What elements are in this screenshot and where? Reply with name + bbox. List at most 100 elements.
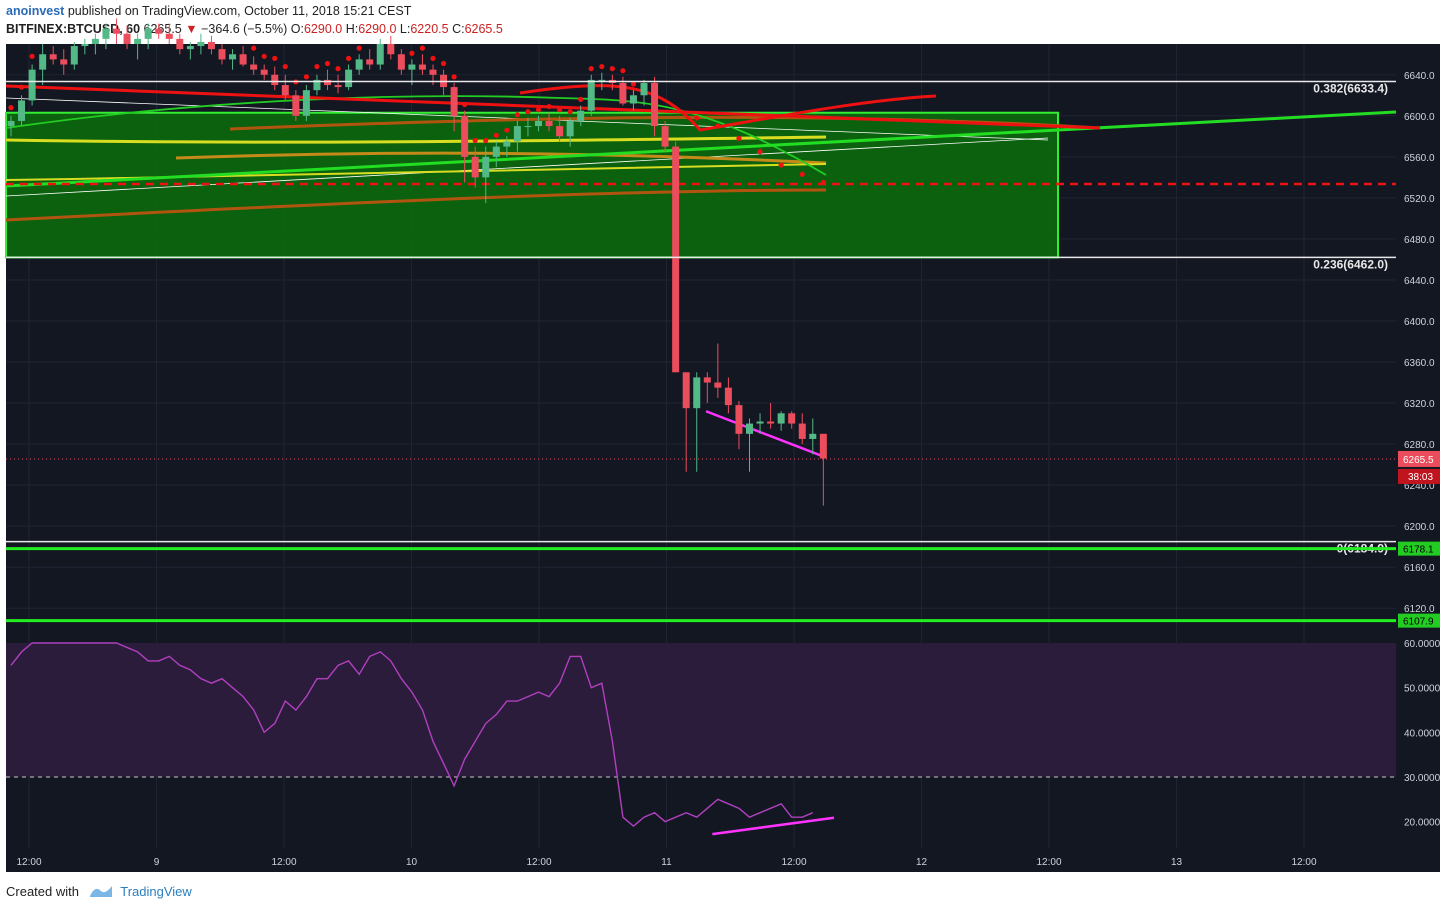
sar-dot xyxy=(504,127,510,133)
sar-dot xyxy=(694,115,700,121)
sar-dot xyxy=(409,50,415,56)
ema-200-line xyxy=(5,188,827,222)
tradingview-link[interactable]: TradingView xyxy=(120,884,192,899)
triangle-lower-line xyxy=(5,137,1049,197)
sma-line xyxy=(5,135,827,144)
candle-body xyxy=(577,110,585,121)
candle-body xyxy=(598,79,606,81)
sar-dot xyxy=(588,66,594,72)
candle-body xyxy=(81,44,89,47)
sar-dot xyxy=(451,74,457,80)
sar-dot xyxy=(609,66,615,72)
price-change: −364.6 (−5.5%) xyxy=(201,22,288,36)
sar-dot xyxy=(29,53,35,59)
candle-body xyxy=(746,423,753,434)
sar-dot xyxy=(261,53,267,59)
time-tick-label: 12:00 xyxy=(1036,857,1061,868)
last-price: 6265.5 xyxy=(143,22,182,36)
last-price-tag-label: 6265.5 xyxy=(1403,455,1434,466)
close-value: 6265.5 xyxy=(464,22,503,36)
candle-body xyxy=(281,85,289,96)
candle-body xyxy=(292,95,300,116)
candle-body xyxy=(271,74,279,86)
price-tick-label: 6520.0 xyxy=(1404,194,1435,205)
candles xyxy=(7,18,827,506)
price-tick-label: 6400.0 xyxy=(1404,317,1435,328)
sar-dot xyxy=(303,74,309,80)
candle-body xyxy=(724,387,732,406)
time-axis-background xyxy=(6,848,1440,872)
candle-body xyxy=(429,69,437,75)
candle-body xyxy=(366,59,374,65)
candle-body xyxy=(703,377,711,383)
candle-body xyxy=(376,44,384,65)
time-tick-label: 12:00 xyxy=(16,857,41,868)
candle-body xyxy=(714,382,722,388)
candle-body xyxy=(345,69,353,88)
candle-body xyxy=(461,115,469,157)
sar-dot xyxy=(567,109,573,115)
sar-dot xyxy=(599,63,605,70)
candle-body xyxy=(767,421,775,424)
fib-level-label: 0.236(6462.0) xyxy=(1313,257,1388,271)
candle-body xyxy=(250,64,258,70)
candle-body xyxy=(682,372,690,409)
sar-dot xyxy=(8,105,14,111)
candle-body xyxy=(513,126,521,142)
ema-50-line xyxy=(175,151,827,165)
publish-header: anoinvest published on TradingView.com, … xyxy=(6,4,411,18)
candle-body xyxy=(197,41,205,47)
sar-dot xyxy=(419,45,426,51)
price-tick-label: 6120.0 xyxy=(1404,604,1435,615)
close-label: C: xyxy=(452,22,465,36)
rsi-tick-label: 30.0000 xyxy=(1404,773,1441,784)
sar-dot xyxy=(630,81,637,87)
time-axis[interactable]: 12:00 9 12:00 10 12:00 11 12:00 12 12:00 13 12:00 xyxy=(16,857,1316,868)
sar-dot xyxy=(314,63,320,70)
candle-body xyxy=(545,120,553,127)
high-value: 6290.0 xyxy=(358,22,397,36)
candle-body xyxy=(556,126,564,137)
price-divergence-line xyxy=(705,410,827,459)
candle-body xyxy=(788,413,796,424)
sar-dot xyxy=(493,132,499,138)
candle-body xyxy=(482,156,490,178)
candle-body xyxy=(229,54,237,60)
last-price-tag xyxy=(1398,450,1440,467)
candle-body xyxy=(629,95,637,104)
low-label: L: xyxy=(399,22,411,36)
sar-dot xyxy=(483,137,489,144)
price-tick-label: 6480.0 xyxy=(1404,235,1435,246)
candle-body xyxy=(70,46,78,65)
candle-body xyxy=(651,82,659,127)
countdown-tag xyxy=(1398,468,1440,484)
sar-dot xyxy=(715,123,721,129)
ascending-trendline xyxy=(5,110,1397,188)
rsi-tick-label: 60.0000 xyxy=(1404,639,1441,650)
sar-dot xyxy=(820,179,826,186)
open-label: O: xyxy=(290,22,304,36)
candle-body xyxy=(756,421,764,424)
candle-body xyxy=(302,90,310,116)
candle-body xyxy=(397,54,405,70)
candle-body xyxy=(587,79,595,111)
candle-body xyxy=(640,82,648,96)
candle-body xyxy=(313,79,321,91)
author-name[interactable]: anoinvest xyxy=(6,4,65,18)
candle-body xyxy=(672,146,680,373)
sar-dot xyxy=(346,55,352,61)
time-tick-label: 12:00 xyxy=(271,857,296,868)
support-price-tag xyxy=(1398,613,1440,628)
symbol-header: BITFINEX:BTCUSD, 60 6265.5 ▼ −364.6 (−5.… xyxy=(6,22,503,36)
candle-body xyxy=(113,28,120,34)
price-axis[interactable]: 6178.1 6107.9 6640.0 6600.0 6560.0 6520.0 6480… xyxy=(1398,71,1441,829)
sar-dot xyxy=(578,96,584,102)
sar-dot xyxy=(272,55,278,61)
candle-body xyxy=(91,38,99,44)
sar-dot xyxy=(430,55,436,61)
sar-dot xyxy=(356,45,362,51)
sar-dot xyxy=(251,45,257,51)
time-tick-label: 11 xyxy=(661,857,672,868)
candle-body xyxy=(619,82,627,104)
